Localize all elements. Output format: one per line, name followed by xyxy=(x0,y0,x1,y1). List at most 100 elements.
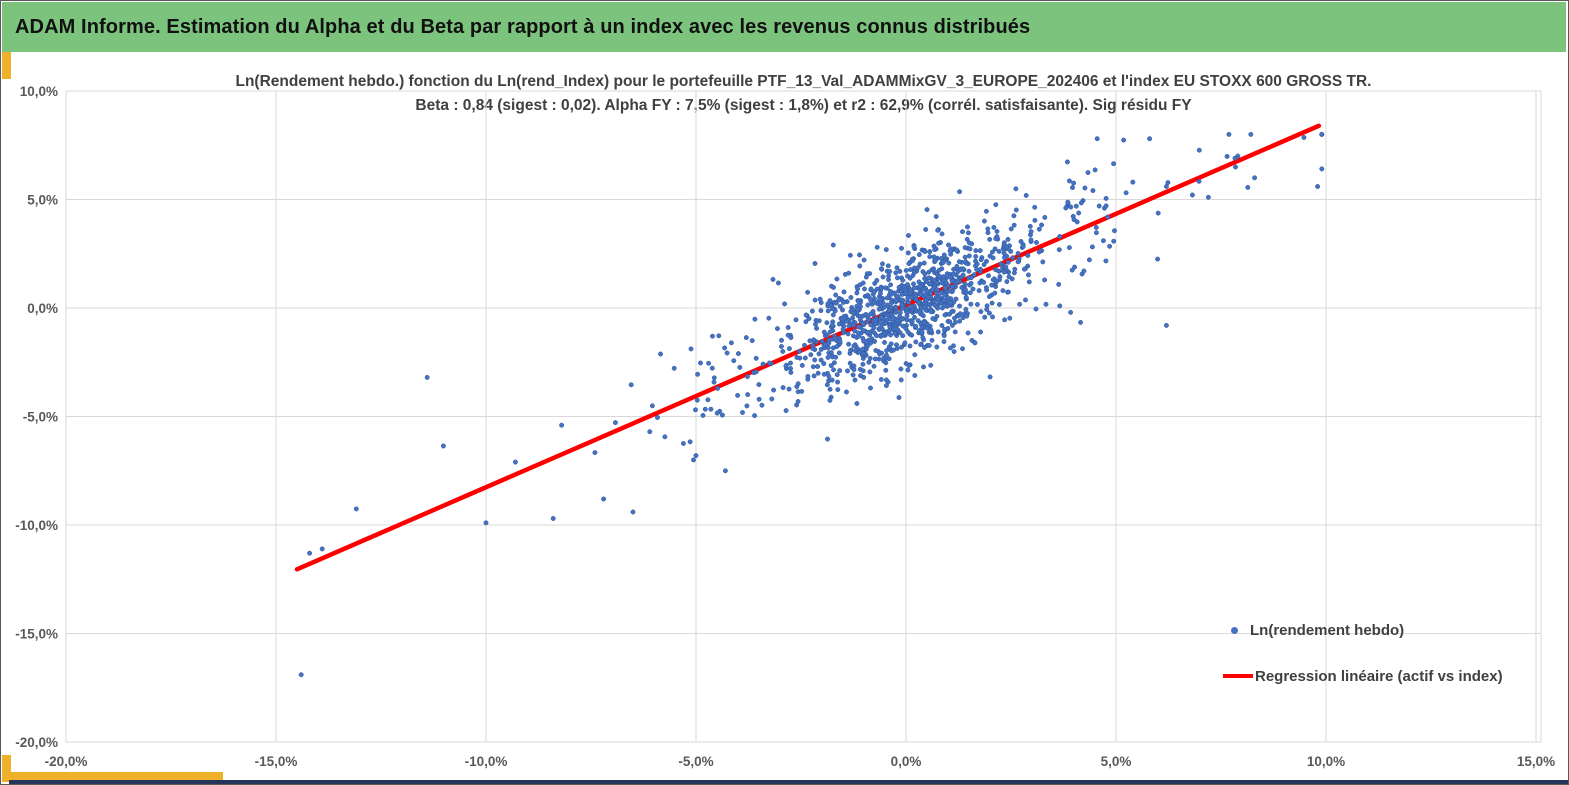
data-point[interactable] xyxy=(884,348,890,354)
data-point[interactable] xyxy=(788,366,793,371)
data-point[interactable] xyxy=(799,362,805,368)
data-point[interactable] xyxy=(991,224,997,230)
data-point[interactable] xyxy=(831,360,837,366)
data-point[interactable] xyxy=(905,295,911,300)
data-point[interactable] xyxy=(928,309,934,315)
data-point[interactable] xyxy=(828,363,834,369)
data-point[interactable] xyxy=(938,256,944,261)
data-point[interactable] xyxy=(905,367,911,373)
data-point[interactable] xyxy=(1121,137,1127,143)
data-point[interactable] xyxy=(716,333,722,339)
data-point[interactable] xyxy=(874,244,880,250)
data-point[interactable] xyxy=(770,276,776,282)
data-point[interactable] xyxy=(722,345,728,351)
data-point[interactable] xyxy=(993,202,999,208)
data-point[interactable] xyxy=(912,352,918,358)
data-point[interactable] xyxy=(1026,279,1032,285)
data-point[interactable] xyxy=(483,520,489,526)
data-point[interactable] xyxy=(921,364,926,370)
data-point[interactable] xyxy=(941,339,947,345)
data-point[interactable] xyxy=(893,293,899,299)
data-point[interactable] xyxy=(793,317,799,323)
data-point[interactable] xyxy=(1007,315,1013,321)
data-point[interactable] xyxy=(1017,301,1023,307)
data-point[interactable] xyxy=(902,340,908,346)
data-point[interactable] xyxy=(882,285,888,291)
data-point[interactable] xyxy=(912,314,917,320)
data-point[interactable] xyxy=(921,320,927,326)
data-point[interactable] xyxy=(774,326,780,332)
data-point[interactable] xyxy=(1032,217,1038,223)
scatter-series[interactable] xyxy=(298,131,1325,678)
data-point[interactable] xyxy=(918,291,924,297)
data-point[interactable] xyxy=(847,252,853,258)
data-point[interactable] xyxy=(923,227,929,232)
data-point[interactable] xyxy=(964,313,970,319)
data-point[interactable] xyxy=(922,304,928,310)
data-point[interactable] xyxy=(1070,185,1075,191)
data-point[interactable] xyxy=(1004,244,1009,250)
data-point[interactable] xyxy=(896,395,902,400)
data-point[interactable] xyxy=(824,332,830,338)
data-point[interactable] xyxy=(740,410,745,415)
data-point[interactable] xyxy=(731,358,737,364)
data-point[interactable] xyxy=(1252,175,1258,181)
data-point[interactable] xyxy=(805,289,811,295)
data-point[interactable] xyxy=(831,367,836,373)
data-point[interactable] xyxy=(936,267,942,273)
data-point[interactable] xyxy=(835,379,841,385)
data-point[interactable] xyxy=(881,355,887,361)
data-point[interactable] xyxy=(978,309,984,315)
data-point[interactable] xyxy=(917,261,923,267)
data-point[interactable] xyxy=(903,268,909,273)
data-point[interactable] xyxy=(970,286,976,292)
data-point[interactable] xyxy=(753,369,759,375)
data-point[interactable] xyxy=(836,350,842,356)
data-point[interactable] xyxy=(960,346,965,352)
data-point[interactable] xyxy=(909,318,915,324)
data-point[interactable] xyxy=(829,377,835,383)
data-point[interactable] xyxy=(949,309,955,314)
data-point[interactable] xyxy=(693,407,698,413)
data-point[interactable] xyxy=(882,330,888,336)
data-point[interactable] xyxy=(845,331,851,337)
data-point[interactable] xyxy=(952,319,958,325)
data-point[interactable] xyxy=(1006,274,1012,280)
data-point[interactable] xyxy=(783,408,789,414)
data-point[interactable] xyxy=(1011,222,1017,228)
data-point[interactable] xyxy=(1089,244,1095,250)
data-point[interactable] xyxy=(840,316,846,322)
data-point[interactable] xyxy=(779,337,784,343)
data-point[interactable] xyxy=(760,361,766,367)
data-point[interactable] xyxy=(984,258,989,264)
data-point[interactable] xyxy=(794,354,800,360)
data-point[interactable] xyxy=(908,287,914,293)
data-point[interactable] xyxy=(909,304,915,310)
data-point[interactable] xyxy=(1245,184,1251,190)
data-point[interactable] xyxy=(1196,147,1202,153)
data-point[interactable] xyxy=(1165,180,1171,186)
data-point[interactable] xyxy=(874,333,880,339)
data-point[interactable] xyxy=(780,348,786,354)
data-point[interactable] xyxy=(1039,222,1045,228)
data-point[interactable] xyxy=(1005,236,1011,242)
data-point[interactable] xyxy=(962,287,968,293)
data-point[interactable] xyxy=(802,342,807,348)
data-point[interactable] xyxy=(976,288,982,294)
data-point[interactable] xyxy=(905,282,910,288)
data-point[interactable] xyxy=(424,374,430,380)
data-point[interactable] xyxy=(848,347,853,353)
data-point[interactable] xyxy=(752,413,758,419)
data-point[interactable] xyxy=(952,329,958,335)
data-point[interactable] xyxy=(947,288,953,294)
data-point[interactable] xyxy=(840,307,845,313)
data-point[interactable] xyxy=(821,371,827,377)
data-point[interactable] xyxy=(1090,188,1096,194)
data-point[interactable] xyxy=(826,340,832,346)
data-point[interactable] xyxy=(974,267,980,272)
data-point[interactable] xyxy=(832,336,838,342)
data-point[interactable] xyxy=(803,319,809,325)
data-point[interactable] xyxy=(737,364,743,370)
data-point[interactable] xyxy=(893,297,899,303)
data-point[interactable] xyxy=(1071,217,1077,223)
